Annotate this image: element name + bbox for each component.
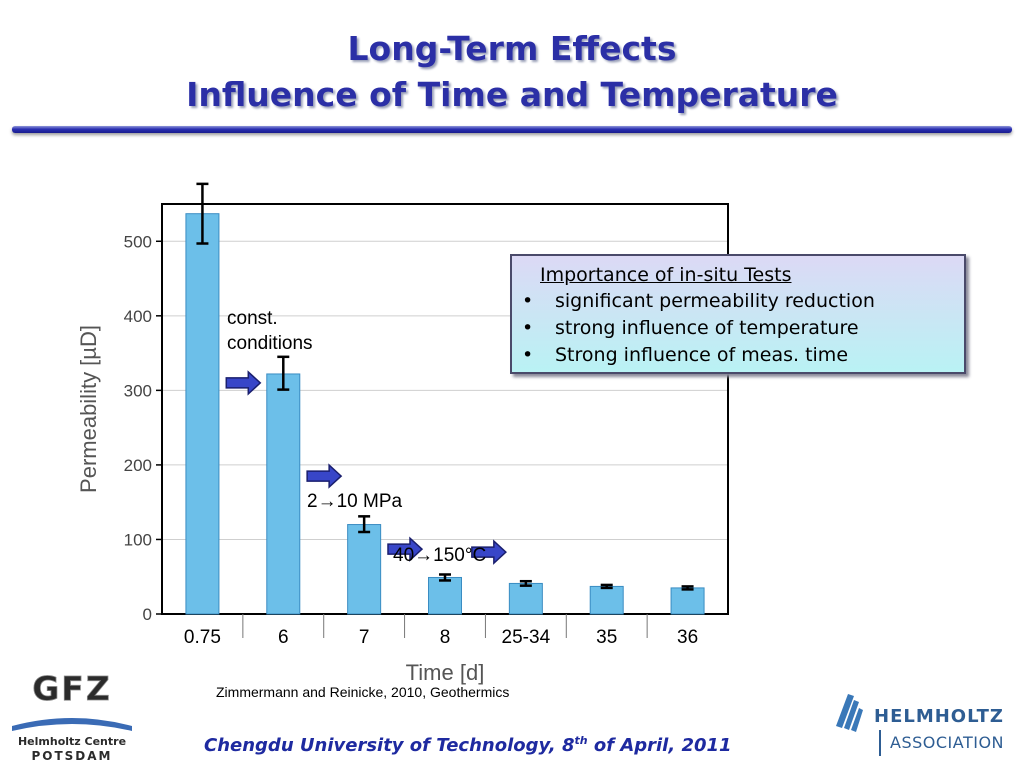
info-box-item-text: strong influence of temperature xyxy=(555,317,859,339)
annotation-const-line2: conditions xyxy=(227,333,313,354)
arrow-right-icon: → xyxy=(414,545,434,566)
citation: Zimmermann and Reinicke, 2010, Geothermi… xyxy=(216,684,510,700)
info-box-heading: Importance of in-situ Tests xyxy=(540,264,792,286)
bullet-icon: • xyxy=(522,344,534,366)
annotation-temperature-to: 150°C xyxy=(433,545,487,566)
footer-text-end: of April, 2011 xyxy=(587,735,732,756)
y-tick-label: 0 xyxy=(143,605,152,624)
annotation-temperature: 40→150°C xyxy=(393,543,486,568)
bar xyxy=(266,373,301,615)
footer-superscript: th xyxy=(574,734,588,747)
bar xyxy=(185,213,220,615)
x-category-label: 8 xyxy=(440,627,451,648)
bullet-icon: • xyxy=(522,290,534,312)
importance-info-box: Importance of in-situ Tests • significant… xyxy=(510,254,966,374)
gfz-logo-text: GFZ xyxy=(32,670,112,708)
bar xyxy=(347,524,382,615)
chart-arrows xyxy=(225,370,507,565)
x-category-label: 25-34 xyxy=(502,627,551,648)
slide-title-line1: Long-Term Effects xyxy=(347,29,677,68)
y-tick-label: 200 xyxy=(124,456,152,475)
footer-event: Chengdu University of Technology, 8th of… xyxy=(204,734,732,756)
x-axis-label: Time [d] xyxy=(406,660,485,685)
y-axis-label: Permeability [µD] xyxy=(76,325,101,493)
title-divider xyxy=(12,126,1012,133)
gfz-logo-line1: Helmholtz Centre xyxy=(18,735,126,748)
gfz-logo: GFZ Helmholtz Centre POTSDAM xyxy=(12,670,132,763)
arrow-right-icon xyxy=(306,463,343,489)
x-category-label: 7 xyxy=(359,627,370,648)
bar xyxy=(428,576,462,615)
x-category-label: 6 xyxy=(278,627,289,648)
bar xyxy=(589,585,624,615)
permeability-bar-chart: 0 100 200 300 400 500 0.75 6 7 8 25-34 35 36 Time [… xyxy=(76,182,729,685)
annotation-pressure-to: 10 MPa xyxy=(336,491,403,512)
footer-text-start: Chengdu University of Technology, 8 xyxy=(204,735,575,756)
bar xyxy=(670,587,705,615)
info-box-item-text: significant permeability reduction xyxy=(555,290,875,312)
slide-title-line2: Influence of Time and Temperature xyxy=(186,75,838,114)
info-box-item: • significant permeability reduction xyxy=(522,288,954,315)
bar xyxy=(508,582,543,615)
chart-error-bars xyxy=(196,182,694,591)
gfz-logo-line2: POTSDAM xyxy=(31,749,112,763)
info-box-item: • strong influence of temperature xyxy=(522,315,954,342)
bullet-icon: • xyxy=(522,317,534,339)
y-tick-label: 400 xyxy=(124,307,152,326)
info-box-item: • Strong influence of meas. time xyxy=(522,342,954,369)
info-box-item-text: Strong influence of meas. time xyxy=(555,344,849,366)
chart-y-ticks: 0 100 200 300 400 500 xyxy=(124,232,162,624)
annotation-pressure: 2→10 MPa xyxy=(307,489,402,514)
x-category-label: 35 xyxy=(596,627,617,648)
arrow-right-icon xyxy=(471,539,507,565)
annotation-temperature-from: 40 xyxy=(393,545,415,566)
arrow-right-icon xyxy=(225,370,262,396)
helmholtz-divider xyxy=(879,730,881,756)
helmholtz-logo: HELMHOLTZ ASSOCIATION xyxy=(836,694,1004,756)
annotation-pressure-from: 2 xyxy=(307,491,318,512)
annotation-const-line1: const. xyxy=(227,308,278,329)
x-category-label: 0.75 xyxy=(184,627,221,648)
y-tick-label: 300 xyxy=(124,381,152,400)
x-category-label: 36 xyxy=(677,627,698,648)
y-tick-label: 500 xyxy=(124,232,152,251)
chart-bars xyxy=(185,213,705,615)
helmholtz-logo-line2: ASSOCIATION xyxy=(890,733,1004,752)
annotation-const-conditions: const. conditions xyxy=(227,306,313,356)
y-tick-label: 100 xyxy=(124,530,152,549)
gfz-swoosh-icon xyxy=(12,718,132,731)
arrow-right-icon xyxy=(387,536,424,562)
chart-x-categories: 0.75 6 7 8 25-34 35 36 xyxy=(184,614,698,648)
helmholtz-logo-line1: HELMHOLTZ xyxy=(874,706,1004,727)
helmholtz-emblem-icon xyxy=(836,694,863,732)
arrow-right-icon: → xyxy=(317,491,337,512)
